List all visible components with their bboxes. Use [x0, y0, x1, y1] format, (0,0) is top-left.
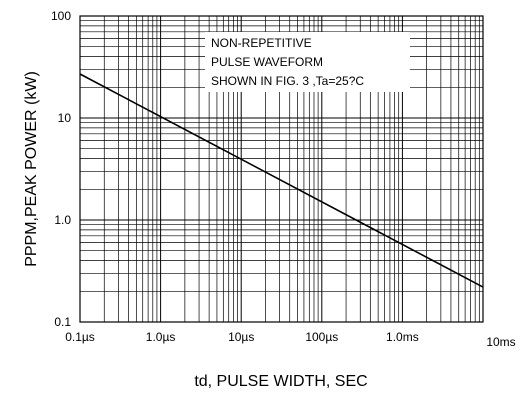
annotation-line-1: NON-REPETITIVE [211, 36, 312, 50]
y-tick-label: 10 [58, 111, 72, 125]
grid-lines [79, 16, 483, 323]
y-tick-label: 0.1 [54, 315, 71, 329]
y-tick-label: 100 [51, 9, 71, 23]
annotation-box [205, 32, 410, 92]
x-tick-labels: 0.1µs 1.0µs 10µs 100µs 1.0ms 10ms [65, 330, 515, 349]
x-axis-title: td, PULSE WIDTH, SEC [194, 373, 367, 390]
x-tick-label: 100µs [305, 330, 338, 344]
x-tick-label: 0.1µs [65, 330, 95, 344]
x-tick-label: 1.0µs [146, 330, 176, 344]
y-tick-label: 1.0 [54, 213, 71, 227]
annotation-line-3: SHOWN IN FIG. 3 ,Ta=25?C [211, 74, 364, 88]
y-axis-title: PPPM,PEAK POWER (kW) [23, 71, 40, 267]
series-line-0 [79, 73, 484, 288]
x-tick-label: 10ms [486, 335, 515, 349]
plot-frame [79, 15, 484, 323]
annotation-line-2: PULSE WAVEFORM [211, 55, 323, 69]
series-group [79, 73, 484, 288]
y-tick-labels: 100 10 1.0 0.1 [51, 9, 71, 329]
x-tick-label: 1.0ms [386, 330, 419, 344]
x-tick-label: 10µs [228, 330, 254, 344]
